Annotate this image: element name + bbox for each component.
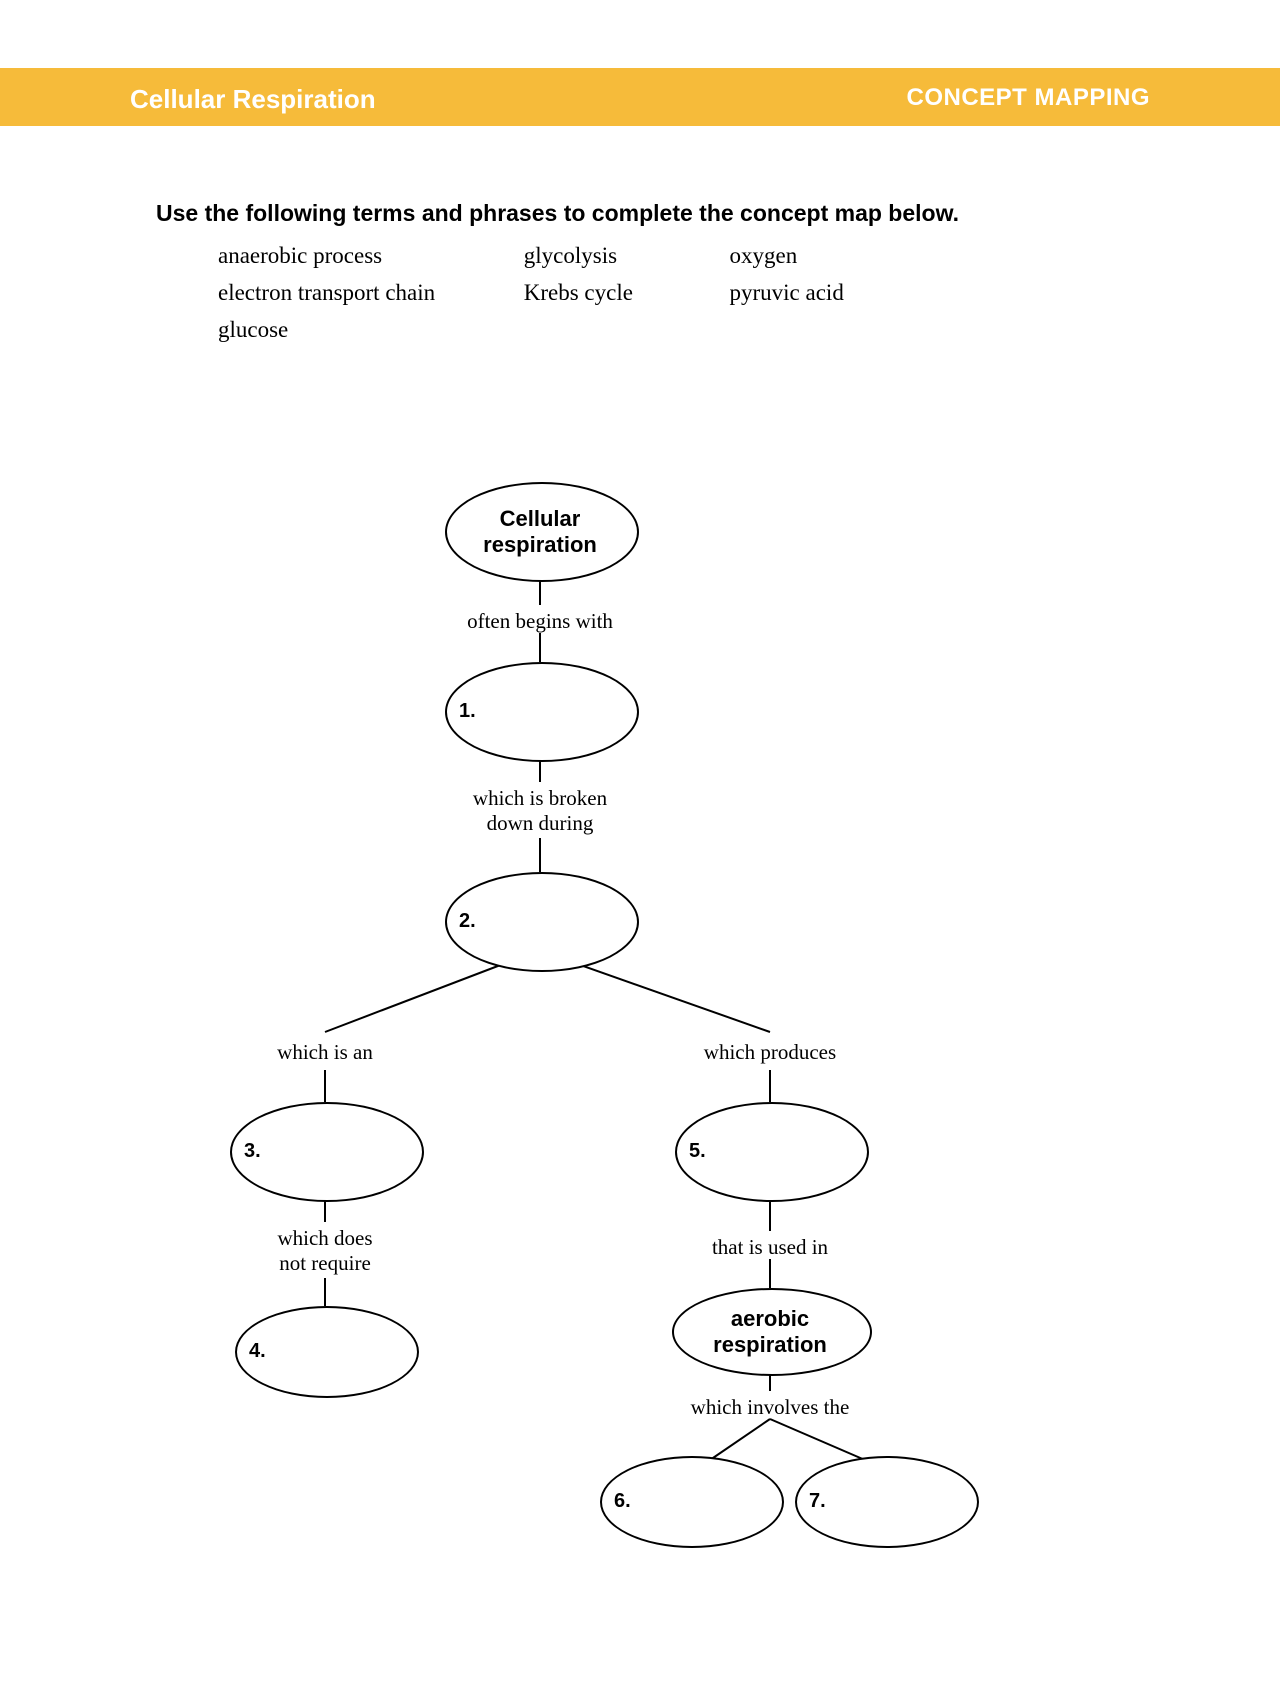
term: anaerobic process — [218, 238, 518, 275]
terms-list: anaerobic process electron transport cha… — [218, 238, 930, 348]
term: oxygen — [730, 238, 930, 275]
node-number: 2. — [459, 910, 476, 933]
node-number: 7. — [809, 1490, 826, 1513]
header-banner: Cellular Respiration CONCEPT MAPPING — [0, 68, 1280, 126]
node-label: aerobicrespiration — [672, 1306, 868, 1359]
term: pyruvic acid — [730, 275, 930, 312]
edge-label: which is brokendown during — [420, 786, 660, 836]
term: glycolysis — [524, 238, 724, 275]
term: electron transport chain — [218, 275, 518, 312]
instruction-text: Use the following terms and phrases to c… — [156, 200, 959, 227]
edge-label: which produces — [650, 1040, 890, 1065]
edge-label: which is an — [205, 1040, 445, 1065]
edge-label: which doesnot require — [205, 1226, 445, 1276]
node-number: 6. — [614, 1490, 631, 1513]
term: glucose — [218, 312, 518, 349]
concept-map: often begins with which is brokendown dur… — [0, 470, 1280, 1650]
edge-label: that is used in — [650, 1235, 890, 1260]
node-number: 3. — [244, 1140, 261, 1163]
page: Cellular Respiration CONCEPT MAPPING Use… — [0, 0, 1280, 1686]
node-number: 4. — [249, 1340, 266, 1363]
edge-label: which involves the — [650, 1395, 890, 1420]
node-label: Cellularrespiration — [445, 506, 635, 559]
edge-label: often begins with — [420, 609, 660, 634]
banner-title-right: CONCEPT MAPPING — [906, 84, 1150, 112]
banner-title-left: Cellular Respiration — [130, 84, 376, 115]
node-number: 5. — [689, 1140, 706, 1163]
node-number: 1. — [459, 700, 476, 723]
term: Krebs cycle — [524, 275, 724, 312]
